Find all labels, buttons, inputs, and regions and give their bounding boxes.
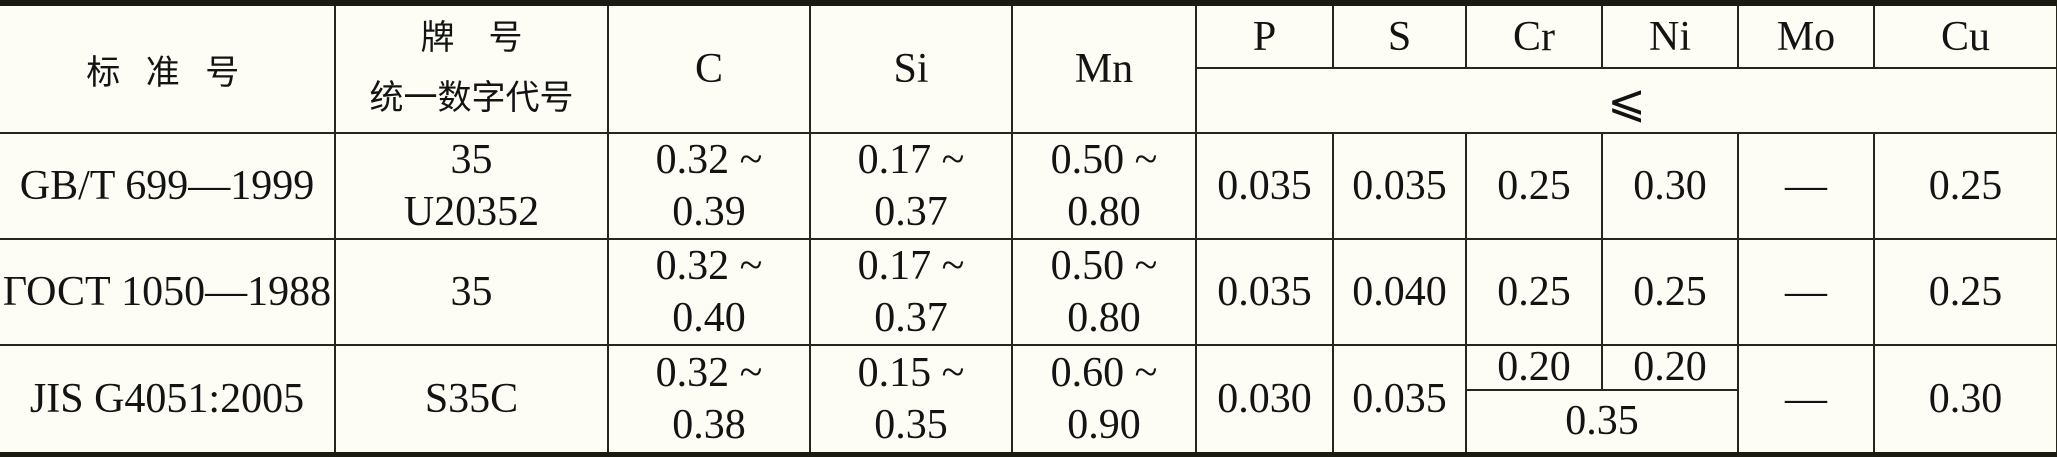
cell-si-range: 0.17 ~ 0.37 xyxy=(809,132,1013,240)
cell-s-max: 0.035 xyxy=(1332,132,1467,240)
table-row: ГОСТ 1050—1988 35 0.32 ~ 0.40 0.17 ~ 0.3… xyxy=(0,238,2057,346)
cell-c-range: 0.32 ~ 0.40 xyxy=(607,238,811,346)
cell-cr-ni-combined-max: 0.35 xyxy=(1465,389,1739,457)
cell-mo-max: — xyxy=(1737,238,1875,346)
cell-cr-max-top: 0.20 xyxy=(1465,344,1603,391)
range-min: 0.50 ~ xyxy=(1050,137,1158,183)
header-element-cr: Cr xyxy=(1465,0,1603,69)
cell-si-range: 0.17 ~ 0.37 xyxy=(809,238,1013,346)
cell-ni-max: 0.25 xyxy=(1601,238,1739,346)
cell-c-range: 0.32 ~ 0.38 xyxy=(607,344,811,457)
range-max: 0.90 xyxy=(1067,401,1141,448)
cell-mo-max: — xyxy=(1737,132,1875,240)
header-element-si: Si xyxy=(809,0,1013,134)
header-element-cu: Cu xyxy=(1873,0,2057,69)
header-element-c: C xyxy=(607,0,811,134)
header-element-s: S xyxy=(1332,0,1467,69)
header-row-1: 标 准 号 牌 号 统一数字代号 C Si Mn P S Cr Ni Mo Cu xyxy=(0,0,2057,134)
cell-grade: S35C xyxy=(334,344,609,457)
cell-mn-range: 0.50 ~ 0.80 xyxy=(1011,238,1197,346)
cell-si-range: 0.15 ~ 0.35 xyxy=(809,344,1013,457)
range-max: 0.35 xyxy=(874,401,948,448)
cell-mn-range: 0.50 ~ 0.80 xyxy=(1011,132,1197,240)
cell-cu-max: 0.30 xyxy=(1873,344,2057,457)
cell-cu-max: 0.25 xyxy=(1873,132,2057,240)
header-element-p: P xyxy=(1195,0,1334,69)
cell-ni-max: 0.30 xyxy=(1601,132,1739,240)
range-min: 0.60 ~ xyxy=(1050,349,1158,396)
range-min: 0.32 ~ xyxy=(655,137,763,183)
cell-grade: 35 xyxy=(334,238,609,346)
range-min: 0.50 ~ xyxy=(1050,243,1158,289)
cell-s-max: 0.035 xyxy=(1332,344,1467,457)
header-grade-line2: 统一数字代号 xyxy=(369,80,574,117)
grade-code: U20352 xyxy=(403,189,540,235)
range-min: 0.32 ~ xyxy=(655,349,763,396)
cell-mo-max: — xyxy=(1737,344,1875,457)
range-max: 0.80 xyxy=(1067,295,1141,341)
table-subrow: 0.35 xyxy=(0,389,2057,457)
cell-ni-max-top: 0.20 xyxy=(1601,344,1739,391)
header-element-ni: Ni xyxy=(1601,0,1739,69)
cell-mn-range: 0.60 ~ 0.90 xyxy=(1011,344,1197,457)
range-max: 0.37 xyxy=(874,295,948,341)
table-row: JIS G4051:2005 S35C 0.32 ~ 0.38 0.15 ~ 0… xyxy=(0,344,2057,457)
max-limit-symbol: ⩽ xyxy=(1195,67,2057,134)
header-grade-line1: 牌 号 xyxy=(420,20,523,57)
cell-cr-max: 0.25 xyxy=(1465,132,1603,240)
header-element-mo: Mo xyxy=(1737,0,1875,69)
header-grade-code: 牌 号 统一数字代号 xyxy=(334,0,609,134)
cell-standard: JIS G4051:2005 xyxy=(0,344,336,457)
cell-p-max: 0.035 xyxy=(1195,132,1334,240)
range-min: 0.17 ~ xyxy=(857,243,965,289)
range-max: 0.40 xyxy=(672,295,746,341)
cell-standard: GB/T 699—1999 xyxy=(0,132,336,240)
range-min: 0.15 ~ xyxy=(857,349,965,396)
header-element-mn: Mn xyxy=(1011,0,1197,134)
cell-standard: ГОСТ 1050—1988 xyxy=(0,238,336,346)
grade-name: 35 xyxy=(450,137,493,183)
cell-p-max: 0.030 xyxy=(1195,344,1334,457)
cell-s-max: 0.040 xyxy=(1332,238,1467,346)
range-max: 0.37 xyxy=(874,189,948,235)
cell-cr-max: 0.25 xyxy=(1465,238,1603,346)
cell-c-range: 0.32 ~ 0.39 xyxy=(607,132,811,240)
cell-p-max: 0.035 xyxy=(1195,238,1334,346)
range-max: 0.39 xyxy=(672,189,746,235)
range-min: 0.17 ~ xyxy=(857,137,965,183)
range-max: 0.38 xyxy=(672,401,746,448)
table-row: GB/T 699—1999 35 U20352 0.32 ~ 0.39 0.17… xyxy=(0,132,2057,240)
range-max: 0.80 xyxy=(1067,189,1141,235)
cell-grade: 35 U20352 xyxy=(334,132,609,240)
cell-cu-max: 0.25 xyxy=(1873,238,2057,346)
header-standard-number: 标 准 号 xyxy=(0,0,336,134)
range-min: 0.32 ~ xyxy=(655,243,763,289)
header-row-2: ⩽ xyxy=(0,67,2057,134)
